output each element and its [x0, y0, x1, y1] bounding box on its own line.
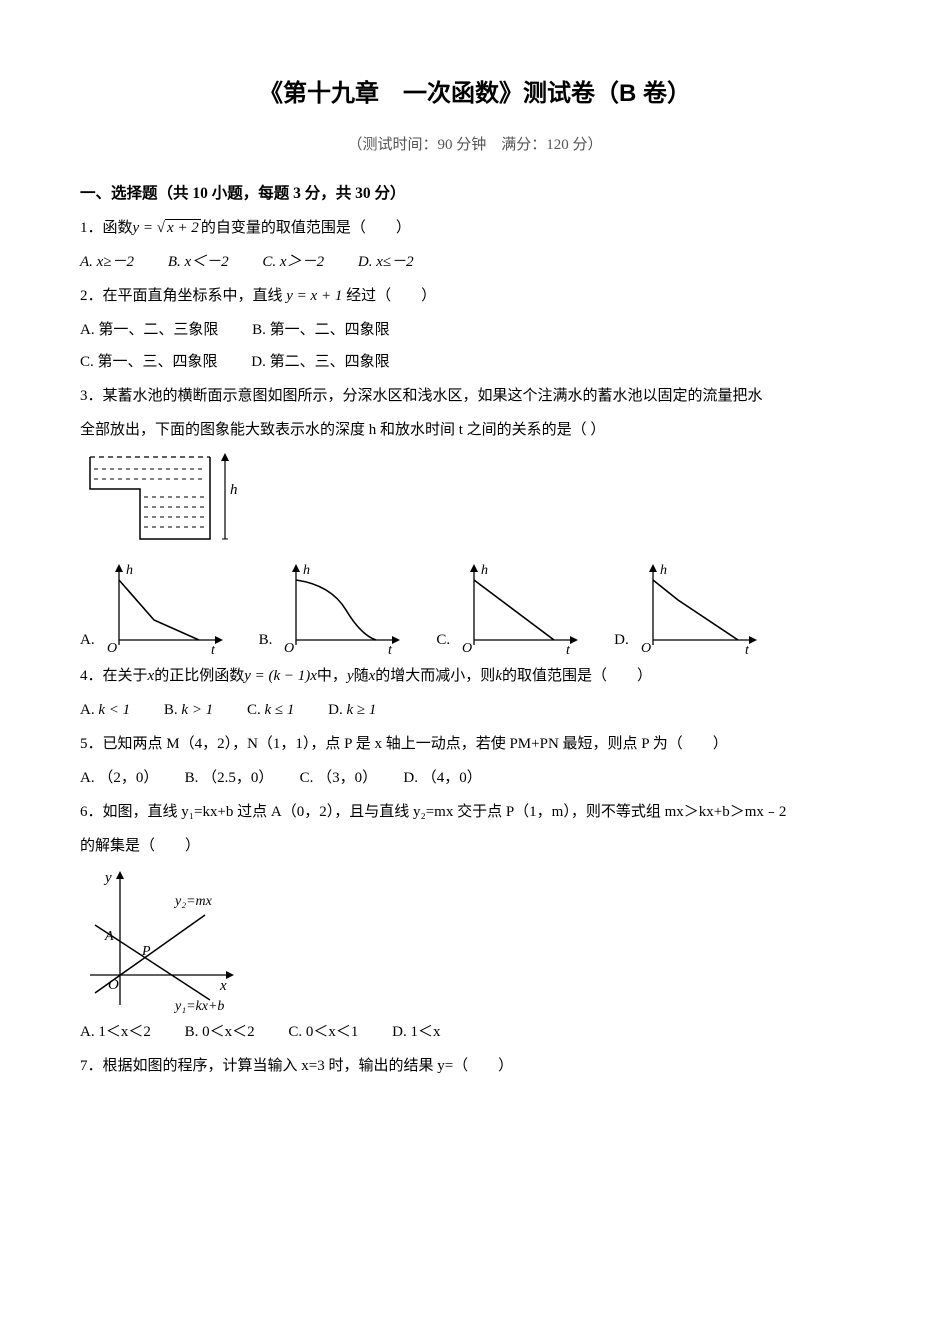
q6-options: A. 1＜x＜2 B. 0＜x＜2 C. 0＜x＜1 D. 1＜x: [80, 1017, 870, 1047]
q1-stem-post: 的自变量的取值范围是（ ）: [201, 220, 411, 236]
q5-optA: A. （2，0）: [80, 770, 151, 786]
q3-optD-figure: D. h O t: [614, 560, 763, 655]
svg-text:P: P: [141, 944, 151, 959]
question-6-line1: 6．如图，直线 y₁=kx+b 过点 A（0，2），且与直线 y₂=mx 交于点…: [80, 797, 870, 827]
q6-figure: y x O A P y₂=mx y₁=kx+b: [80, 865, 870, 1015]
q1-options: A. x≥－2 B. x＜－2 C. x＞－2 D. x≤－2: [80, 247, 870, 277]
q2-stem-post: 经过（ ）: [342, 288, 436, 304]
q1-optB: B. x＜－2: [168, 254, 229, 270]
svg-text:O: O: [641, 641, 651, 655]
svg-text:y₁=kx+b: y₁=kx+b: [173, 999, 224, 1014]
q2-optA: A. 第一、二、三象限: [80, 322, 218, 338]
q1-func: y = √x + 2: [133, 220, 201, 236]
question-6-line2: 的解集是（ ）: [80, 831, 870, 861]
question-4: 4．在关于x的正比例函数y = (k − 1)x中，y随x的增大而减小，则k的取…: [80, 661, 870, 691]
svg-text:h: h: [126, 563, 133, 578]
svg-text:h: h: [660, 563, 667, 578]
svg-text:h: h: [303, 563, 310, 578]
q2-eq: y = x + 1: [286, 288, 342, 304]
q5-optD: D. （4，0）: [403, 770, 481, 786]
q5-optC: C. （3，0）: [300, 770, 370, 786]
q1-optC: C. x＞－2: [262, 254, 324, 270]
svg-text:h: h: [481, 563, 488, 578]
question-3-line2: 全部放出，下面的图象能大致表示水的深度 h 和放水时间 t 之间的关系的是（ ）: [80, 415, 870, 445]
section-1-header: 一、选择题（共 10 小题，每题 3 分，共 30 分）: [80, 178, 870, 209]
q1-stem-pre: 1．函数: [80, 220, 133, 236]
svg-text:y₂=mx: y₂=mx: [173, 894, 213, 909]
q5-optB: B. （2.5，0）: [185, 770, 266, 786]
q3-optA-figure: A. h O t: [80, 560, 229, 655]
q4-options: A. k < 1 B. k > 1 C. k ≤ 1 D. k ≥ 1: [80, 695, 870, 725]
q2-options-row2: C. 第一、三、四象限 D. 第二、三、四象限: [80, 347, 870, 377]
test-info: （测试时间：90 分钟 满分：120 分）: [80, 130, 870, 160]
q6-optD: D. 1＜x: [392, 1024, 440, 1040]
q6-optC: C. 0＜x＜1: [288, 1024, 358, 1040]
svg-text:O: O: [284, 641, 294, 655]
q2-optD: D. 第二、三、四象限: [251, 354, 389, 370]
q2-optC: C. 第一、三、四象限: [80, 354, 218, 370]
q5-options: A. （2，0） B. （2.5，0） C. （3，0） D. （4，0）: [80, 763, 870, 793]
q2-stem-pre: 2．在平面直角坐标系中，直线: [80, 288, 286, 304]
q3-optC-figure: C. h O t: [436, 560, 584, 655]
svg-text:A: A: [104, 929, 114, 944]
q2-options-row1: A. 第一、二、三象限 B. 第一、二、四象限: [80, 315, 870, 345]
q3-options-row: A. h O t B. h O t C.: [80, 560, 870, 655]
page-title: 《第十九章 一次函数》测试卷（B 卷）: [80, 70, 870, 118]
svg-text:y: y: [103, 870, 112, 886]
question-3-line1: 3．某蓄水池的横断面示意图如图所示，分深水区和浅水区，如果这个注满水的蓄水池以固…: [80, 381, 870, 411]
q6-optA: A. 1＜x＜2: [80, 1024, 151, 1040]
question-7: 7．根据如图的程序，计算当输入 x=3 时，输出的结果 y=（ ）: [80, 1051, 870, 1081]
q3-pool-figure: h: [80, 449, 870, 554]
q2-optB: B. 第一、二、四象限: [252, 322, 390, 338]
svg-text:x: x: [219, 978, 227, 994]
question-5: 5．已知两点 M（4，2），N（1，1），点 P 是 x 轴上一动点，若使 PM…: [80, 729, 870, 759]
q1-optA: A. x≥－2: [80, 254, 134, 270]
svg-text:t: t: [388, 643, 393, 655]
question-2: 2．在平面直角坐标系中，直线 y = x + 1 经过（ ）: [80, 281, 870, 311]
svg-text:O: O: [107, 641, 117, 655]
q1-optD: D. x≤－2: [358, 254, 414, 270]
svg-text:h: h: [230, 482, 238, 498]
svg-text:t: t: [566, 643, 571, 655]
svg-text:t: t: [745, 643, 750, 655]
svg-text:O: O: [462, 641, 472, 655]
question-1: 1．函数y = √x + 2的自变量的取值范围是（ ）: [80, 213, 870, 243]
q3-optB-figure: B. h O t: [259, 560, 407, 655]
svg-text:t: t: [211, 643, 216, 655]
q6-optB: B. 0＜x＜2: [185, 1024, 255, 1040]
